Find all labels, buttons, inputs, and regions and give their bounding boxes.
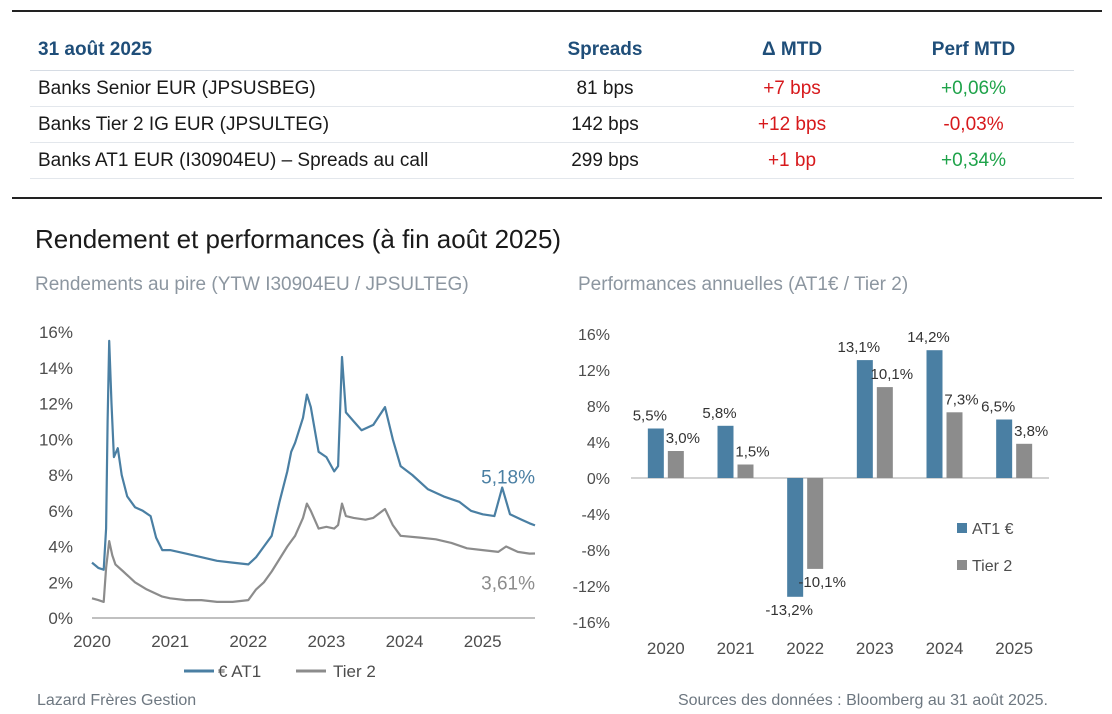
row-name: Banks AT1 EUR (I30904EU) – Spreads au ca…: [30, 142, 499, 179]
bar-data-label: 13,1%: [838, 339, 881, 356]
legend-label-at1: € AT1: [218, 662, 261, 681]
y-tick-label: 10%: [39, 430, 73, 449]
y-tick-label: -8%: [582, 543, 610, 560]
y-tick-label: 8%: [587, 399, 610, 416]
middle-rule: [12, 197, 1102, 199]
table-row: Banks AT1 EUR (I30904EU) – Spreads au ca…: [30, 142, 1074, 179]
legend-label-tier2: Tier 2: [972, 558, 1012, 575]
row-perf: +0,34%: [873, 142, 1074, 179]
y-tick-label: 0%: [48, 609, 73, 628]
row-delta: +7 bps: [711, 70, 873, 107]
y-tick-label: 14%: [39, 359, 73, 378]
bar-tier2: [667, 451, 684, 478]
table-row: Banks Senior EUR (JPSUSBEG) 81 bps +7 bp…: [30, 70, 1074, 107]
x-tick-label: 2025: [995, 639, 1033, 658]
row-spread: 81 bps: [499, 70, 711, 107]
header-spreads: Spreads: [499, 30, 711, 71]
bar-at1: [996, 419, 1013, 478]
bar-data-label: 1,5%: [735, 444, 769, 461]
row-name: Banks Senior EUR (JPSUSBEG): [30, 70, 499, 107]
bar-data-label: 6,5%: [981, 399, 1015, 416]
spreads-table: 31 août 2025 Spreads Δ MTD Perf MTD Bank…: [30, 30, 1074, 179]
y-tick-label: 12%: [578, 363, 610, 380]
legend-label-at1: AT1 €: [972, 521, 1014, 538]
bar-data-label: 3,0%: [666, 430, 700, 447]
bar-data-label: 5,5%: [633, 408, 667, 425]
bar-at1: [856, 360, 873, 478]
row-spread: 299 bps: [499, 142, 711, 179]
row-spread: 142 bps: [499, 106, 711, 143]
bar-at1: [926, 350, 943, 478]
bar-data-label: -10,1%: [798, 574, 846, 591]
bar-tier2: [737, 464, 754, 478]
x-tick-label: 2020: [73, 632, 111, 651]
legend-swatch-at1: [957, 523, 967, 533]
table-date: 31 août 2025: [30, 30, 499, 71]
x-tick-label: 2023: [856, 639, 894, 658]
yield-line-chart: 0% 2% 4% 6% 8% 10% 12% 14% 16% 2020 2021 2022 2023 20…: [39, 323, 536, 681]
x-tick-label: 2022: [786, 639, 824, 658]
bar-chart-title: Performances annuelles (AT1€ / Tier 2): [578, 274, 909, 295]
bar-at1: [647, 428, 664, 478]
row-delta: +1 bp: [711, 142, 873, 179]
bar-tier2: [1016, 443, 1033, 478]
section-title: Rendement et performances (à fin août 20…: [35, 224, 562, 254]
bar-data-label: -13,2%: [765, 602, 813, 619]
footer-left: Lazard Frères Gestion: [37, 692, 197, 709]
annual-performance-bar-chart: 16% 12% 8% 4% 0% -4% -8% -12% -16% 2020 5,5% 3,0% 20…: [573, 327, 1049, 658]
bar-data-label: 10,1%: [871, 366, 914, 383]
bar-tier2: [807, 478, 824, 569]
y-tick-label: 16%: [39, 323, 73, 342]
bar-data-label: 14,2%: [907, 329, 950, 346]
y-tick-label: -4%: [582, 507, 610, 524]
bar-data-label: 7,3%: [944, 391, 978, 408]
bar-data-label: 3,8%: [1014, 423, 1048, 440]
row-name: Banks Tier 2 IG EUR (JPSULTEG): [30, 106, 499, 143]
x-tick-label: 2021: [717, 639, 755, 658]
bar-at1: [787, 478, 804, 597]
row-perf: -0,03%: [873, 106, 1074, 143]
y-tick-label: 4%: [48, 538, 73, 557]
y-tick-label: -16%: [573, 615, 610, 632]
table-header-row: 31 août 2025 Spreads Δ MTD Perf MTD: [30, 30, 1074, 71]
bar-data-label: 5,8%: [702, 405, 736, 422]
x-tick-label: 2022: [229, 632, 267, 651]
footer-sources: Sources des données : Bloomberg au 31 ao…: [677, 692, 1048, 709]
line-chart-title: Rendements au pire (YTW I30904EU / JPSUL…: [35, 274, 469, 295]
x-tick-label: 2023: [307, 632, 345, 651]
legend-label-tier2: Tier 2: [333, 662, 376, 681]
row-delta: +12 bps: [711, 106, 873, 143]
x-tick-label: 2020: [647, 639, 685, 658]
header-delta-mtd: Δ MTD: [711, 30, 873, 71]
y-tick-label: 16%: [578, 327, 610, 344]
bar-tier2: [946, 412, 963, 478]
end-value-label: 5,18%: [481, 467, 535, 488]
bar-at1: [717, 425, 734, 478]
header-perf-mtd: Perf MTD: [873, 30, 1074, 71]
x-tick-label: 2025: [464, 632, 502, 651]
series-line-at1: [91, 339, 536, 571]
top-rule: [12, 10, 1102, 12]
legend-swatch-tier2: [957, 560, 967, 570]
series-line-tier2: [91, 502, 536, 603]
x-tick-label: 2021: [151, 632, 189, 651]
y-tick-label: 4%: [587, 435, 610, 452]
y-tick-label: 6%: [48, 502, 73, 521]
y-tick-label: 0%: [587, 471, 610, 488]
table-row: Banks Tier 2 IG EUR (JPSULTEG) 142 bps +…: [30, 106, 1074, 143]
y-tick-label: 12%: [39, 395, 73, 414]
row-perf: +0,06%: [873, 70, 1074, 107]
y-tick-label: -12%: [573, 579, 610, 596]
end-value-label: 3,61%: [481, 573, 535, 594]
x-tick-label: 2024: [926, 639, 964, 658]
bar-tier2: [876, 387, 893, 478]
x-tick-label: 2024: [386, 632, 424, 651]
y-tick-label: 2%: [48, 573, 73, 592]
y-tick-label: 8%: [48, 466, 73, 485]
